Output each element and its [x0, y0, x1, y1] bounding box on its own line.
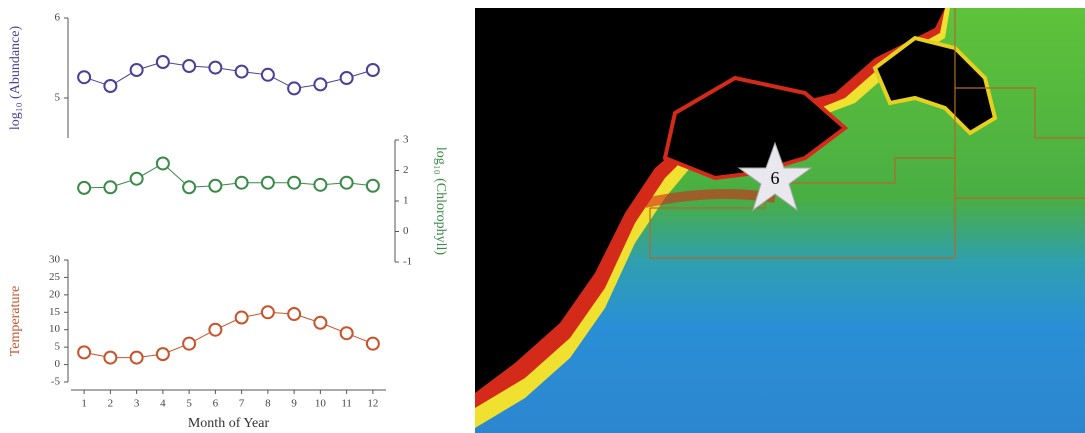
data-point	[234, 64, 249, 79]
x-axis-label: Month of Year	[188, 416, 270, 431]
data-point	[287, 307, 302, 322]
nova-scotia	[662, 75, 849, 181]
data-point	[260, 305, 275, 320]
data-point	[77, 345, 92, 360]
y-tick-label: 5	[55, 341, 61, 353]
land	[475, 8, 945, 393]
data-point	[182, 336, 197, 351]
y-axis-label: log₁₀ (Abundance)	[8, 26, 23, 131]
data-point	[103, 79, 118, 93]
data-point	[287, 175, 302, 190]
series-line	[84, 311, 374, 359]
y-tick-label: 0	[55, 358, 61, 370]
data-point	[182, 59, 197, 73]
data-point	[182, 180, 197, 195]
y-tick-label: 0	[403, 225, 409, 237]
data-point	[155, 55, 170, 69]
data-point	[208, 60, 223, 75]
data-point	[234, 310, 249, 325]
data-point	[339, 175, 354, 190]
data-point	[129, 63, 144, 77]
y-tick-label: 20	[49, 288, 61, 300]
star-marker	[737, 141, 813, 212]
data-point	[155, 156, 170, 171]
data-point	[77, 70, 92, 85]
y-tick-label: 25	[49, 271, 61, 283]
data-point	[365, 178, 380, 193]
data-point	[365, 63, 380, 77]
data-point	[339, 326, 354, 341]
data-point	[103, 350, 118, 365]
x-tick-label: 6	[213, 398, 219, 410]
y-axis-label: Temperature	[8, 286, 23, 357]
x-tick-label: 5	[186, 398, 192, 410]
y-tick-label: 10	[49, 323, 61, 335]
satellite-map: 6	[475, 8, 1085, 433]
y-tick-label: 30	[49, 254, 61, 266]
x-tick-label: 4	[160, 398, 166, 410]
data-point	[287, 81, 302, 96]
y-tick-label: 1	[403, 195, 409, 207]
data-point	[129, 171, 144, 186]
x-tick-label: 11	[341, 398, 352, 410]
data-point	[313, 177, 328, 192]
data-point	[155, 347, 170, 362]
data-point	[260, 175, 275, 190]
y-axis-label: log₁₀ (Chlorophyll)	[433, 147, 448, 255]
y-tick-label: -1	[403, 256, 412, 268]
data-point	[129, 350, 144, 365]
x-tick-label: 12	[367, 398, 378, 410]
x-tick-label: 2	[108, 398, 114, 410]
data-point	[313, 77, 328, 92]
x-tick-label: 1	[81, 398, 87, 410]
data-point	[313, 315, 328, 330]
x-tick-label: 7	[239, 398, 245, 410]
x-tick-label: 10	[315, 398, 327, 410]
y-tick-label: 15	[49, 306, 61, 318]
y-tick-label: 6	[55, 12, 61, 24]
y-tick-label: 5	[55, 92, 61, 104]
newfoundland	[872, 35, 998, 136]
y-tick-label: -5	[51, 376, 61, 388]
y-tick-label: 3	[403, 134, 409, 146]
data-point	[365, 336, 380, 351]
series-line	[83, 61, 374, 89]
x-tick-label: 9	[291, 398, 297, 410]
series-line	[84, 162, 373, 189]
data-point	[77, 180, 92, 195]
x-tick-label: 3	[134, 398, 140, 410]
data-point	[339, 71, 354, 85]
data-point	[260, 67, 275, 82]
x-tick-label: 8	[265, 398, 271, 410]
data-point	[234, 175, 249, 190]
data-point	[208, 322, 223, 337]
y-tick-label: 2	[403, 164, 409, 176]
region-borders	[649, 8, 1085, 259]
marker-label: 6	[771, 168, 780, 188]
data-point	[208, 178, 223, 193]
data-point	[103, 180, 118, 195]
